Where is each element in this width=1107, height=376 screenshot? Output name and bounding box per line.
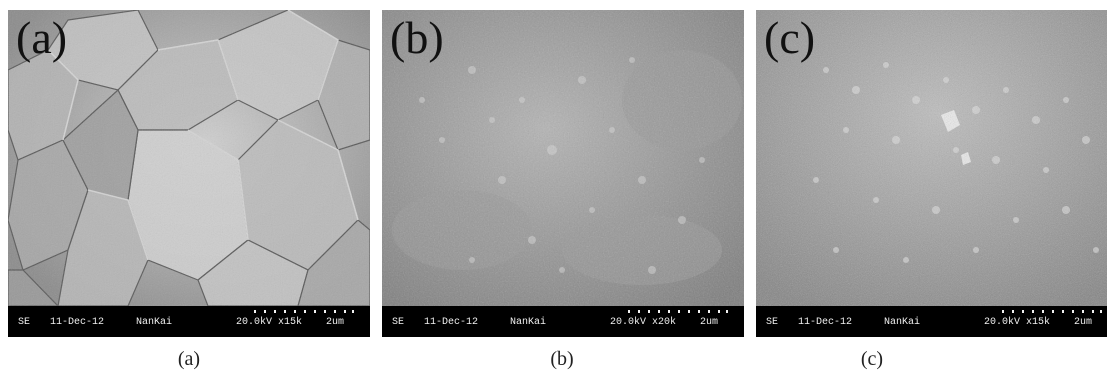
scale-bar <box>628 310 728 313</box>
panel-label: (a) <box>16 12 68 63</box>
detector-mode: SE <box>766 317 779 328</box>
acquisition-date: 11-Dec-12 <box>424 317 479 328</box>
lab-name: NanKai <box>510 317 547 328</box>
scale-bar <box>1002 310 1102 313</box>
scale-length: 2um <box>1074 317 1093 328</box>
voltage-magnification: 20.0kV x20k <box>610 317 677 328</box>
figure-caption-b: (b) <box>550 348 574 370</box>
panel-label: (c) <box>764 12 816 63</box>
sem-panel-a: (a) SE 11-Dec-12 NanKai 20.0kV x15k 2um <box>8 10 370 337</box>
figure-caption-a: (a) <box>177 348 201 370</box>
sem-micrograph-c <box>756 10 1107 306</box>
sem-panel-b: (b) SE 11-Dec-12 NanKai 20.0kV x20k 2um <box>382 10 744 337</box>
figure-caption-c: (c) <box>860 348 884 370</box>
panel-label: (b) <box>390 12 444 63</box>
scale-bar <box>254 310 354 313</box>
acquisition-date: 11-Dec-12 <box>798 317 853 328</box>
scale-length: 2um <box>326 317 345 328</box>
voltage-magnification: 20.0kV x15k <box>236 317 303 328</box>
sem-micrograph-b <box>382 10 744 306</box>
acquisition-date: 11-Dec-12 <box>50 317 105 328</box>
detector-mode: SE <box>18 317 31 328</box>
voltage-magnification: 20.0kV x15k <box>984 317 1051 328</box>
sem-panel-c: (c) SE 11-Dec-12 NanKai 20.0kV x15k 2um <box>756 10 1107 337</box>
sem-databar: SE 11-Dec-12 NanKai 20.0kV x20k 2um <box>382 306 744 337</box>
scale-length: 2um <box>700 317 719 328</box>
sem-databar: SE 11-Dec-12 NanKai 20.0kV x15k 2um <box>756 306 1107 337</box>
lab-name: NanKai <box>136 317 173 328</box>
detector-mode: SE <box>392 317 405 328</box>
sem-micrograph-a <box>8 10 370 306</box>
sem-databar: SE 11-Dec-12 NanKai 20.0kV x15k 2um <box>8 306 370 337</box>
lab-name: NanKai <box>884 317 921 328</box>
